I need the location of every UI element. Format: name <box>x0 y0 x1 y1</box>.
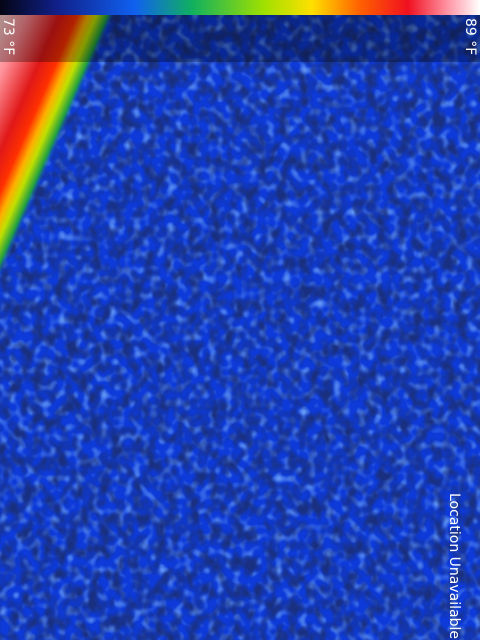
location-status: Location Unavailable <box>446 493 462 639</box>
scale-strip <box>0 15 480 62</box>
min-temp: 73 °F <box>0 18 16 55</box>
max-temp: 89 °F <box>462 18 478 55</box>
hot-region <box>0 0 140 320</box>
color-scale <box>0 0 480 15</box>
